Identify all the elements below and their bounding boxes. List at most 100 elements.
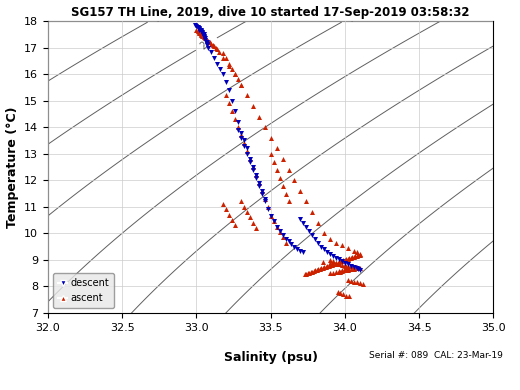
descent xyxy=(198,29,206,35)
ascent xyxy=(338,242,346,248)
ascent xyxy=(213,46,222,52)
ascent xyxy=(349,254,358,260)
descent xyxy=(191,22,199,28)
ascent xyxy=(339,257,347,264)
ascent xyxy=(243,148,251,154)
ascent xyxy=(302,199,310,205)
ascent xyxy=(243,209,251,215)
Text: 25.5: 25.5 xyxy=(519,14,520,35)
descent xyxy=(192,23,201,29)
ascent xyxy=(335,261,343,267)
descent xyxy=(255,180,263,186)
ascent xyxy=(198,33,206,39)
ascent xyxy=(329,269,337,276)
ascent xyxy=(317,265,326,271)
ascent xyxy=(278,234,287,240)
descent xyxy=(216,66,224,72)
ascent xyxy=(237,82,245,88)
ascent xyxy=(326,236,334,242)
descent xyxy=(203,42,211,48)
ascent xyxy=(304,270,312,276)
descent xyxy=(338,258,346,264)
ascent xyxy=(269,218,278,225)
ascent xyxy=(335,269,343,275)
ascent xyxy=(338,262,346,268)
ascent xyxy=(332,239,340,246)
descent xyxy=(222,79,230,85)
descent xyxy=(293,246,302,252)
ascent xyxy=(314,266,322,273)
ascent xyxy=(344,265,352,271)
ascent xyxy=(321,264,330,270)
Legend: descent, ascent: descent, ascent xyxy=(53,273,114,308)
descent xyxy=(278,232,287,238)
ascent xyxy=(336,268,345,275)
ascent xyxy=(328,262,336,268)
Text: 24: 24 xyxy=(199,36,214,52)
ascent xyxy=(240,204,248,210)
ascent xyxy=(351,253,359,259)
Text: 23.5: 23.5 xyxy=(152,3,175,24)
descent xyxy=(200,31,208,37)
ascent xyxy=(302,271,310,277)
descent xyxy=(195,25,203,31)
descent xyxy=(353,265,361,271)
ascent xyxy=(332,269,340,275)
descent xyxy=(234,127,242,133)
ascent xyxy=(261,124,269,130)
ascent xyxy=(338,258,346,264)
descent xyxy=(257,190,266,197)
ascent xyxy=(296,188,305,194)
ascent xyxy=(305,269,314,276)
ascent xyxy=(207,41,215,47)
ascent xyxy=(333,261,342,267)
ascent xyxy=(320,230,328,236)
ascent xyxy=(192,27,201,34)
ascent xyxy=(219,50,227,56)
ascent xyxy=(267,151,275,157)
ascent xyxy=(204,38,213,44)
ascent xyxy=(324,262,333,269)
descent xyxy=(249,164,257,170)
ascent xyxy=(356,252,364,258)
ascent xyxy=(301,271,309,277)
ascent xyxy=(249,220,257,226)
descent xyxy=(243,151,251,157)
descent xyxy=(349,264,358,270)
Text: Salinity (psu): Salinity (psu) xyxy=(224,351,318,364)
descent xyxy=(203,39,211,45)
descent xyxy=(267,213,275,219)
descent xyxy=(200,34,208,40)
descent xyxy=(203,41,211,47)
ascent xyxy=(348,254,357,260)
ascent xyxy=(225,63,233,69)
descent xyxy=(290,243,298,250)
ascent xyxy=(276,229,284,235)
ascent xyxy=(323,263,331,269)
ascent xyxy=(215,48,223,55)
ascent xyxy=(316,266,324,272)
descent xyxy=(243,145,251,152)
ascent xyxy=(347,277,355,284)
ascent xyxy=(267,135,275,141)
ascent xyxy=(326,257,334,263)
ascent xyxy=(205,39,214,46)
descent xyxy=(296,216,305,222)
ascent xyxy=(231,71,239,77)
ascent xyxy=(329,258,337,264)
ascent xyxy=(333,289,342,295)
descent xyxy=(299,249,307,255)
descent xyxy=(201,35,210,41)
Text: 25: 25 xyxy=(451,3,466,19)
ascent xyxy=(307,269,315,275)
ascent xyxy=(219,201,227,207)
descent xyxy=(240,143,248,149)
ascent xyxy=(344,262,352,269)
descent xyxy=(323,249,331,255)
descent xyxy=(314,239,322,246)
descent xyxy=(195,27,203,33)
descent xyxy=(240,137,248,144)
ascent xyxy=(347,263,355,269)
ascent xyxy=(210,43,218,50)
ascent xyxy=(255,180,263,186)
